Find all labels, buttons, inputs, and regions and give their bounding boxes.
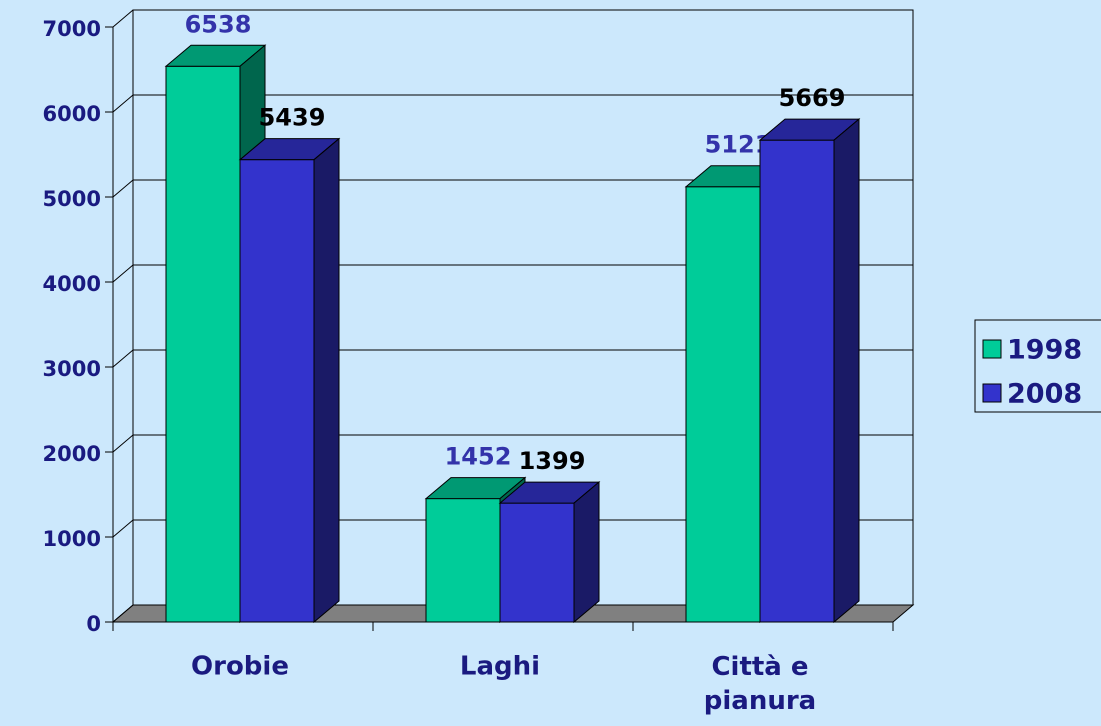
- y-tick-label: 3000: [43, 357, 101, 381]
- bar-front: [425, 498, 501, 623]
- grid-line: [112, 349, 913, 368]
- grid-line: [112, 9, 913, 28]
- grid-line: [112, 519, 913, 538]
- bar-side: [833, 118, 860, 624]
- bar-front: [685, 186, 761, 623]
- value-label: 1399: [519, 447, 586, 475]
- x-tick-label: Orobie: [191, 652, 289, 682]
- bar-front: [499, 502, 575, 623]
- legend-swatch: [982, 383, 1002, 403]
- x-tick-label: Laghi: [460, 652, 540, 682]
- x-tick-label: Città e pianura: [704, 652, 816, 716]
- value-label: 5439: [259, 104, 326, 132]
- legend-label: 2008: [1007, 379, 1082, 410]
- x-tick-label-line: Città e: [711, 652, 808, 682]
- y-tick-label: 2000: [43, 442, 101, 466]
- x-tick-label-line: pianura: [704, 686, 816, 716]
- y-tick-label: 0: [86, 612, 101, 636]
- bar: [238, 137, 341, 624]
- y-tick-label: 5000: [43, 187, 101, 211]
- bar-front: [239, 159, 315, 623]
- grid-line: [112, 434, 913, 453]
- y-tick-label: 4000: [43, 272, 101, 296]
- grid-line: [112, 179, 913, 198]
- y-tick-label: 1000: [43, 527, 101, 551]
- grid-line: [112, 264, 913, 283]
- legend-swatch: [982, 339, 1002, 359]
- bar: [758, 118, 861, 624]
- bar-front: [759, 139, 835, 623]
- y-tick-label: 7000: [43, 17, 101, 41]
- bar-side: [313, 137, 340, 624]
- value-label: 1452: [445, 443, 512, 471]
- value-label: 5669: [779, 84, 846, 112]
- grid-line: [112, 94, 913, 113]
- value-label: 6538: [185, 10, 252, 38]
- bar-front: [165, 65, 241, 623]
- y-tick-label: 6000: [43, 102, 101, 126]
- bar: [498, 481, 601, 624]
- grid-line: [112, 604, 913, 623]
- bar-side: [573, 481, 600, 624]
- legend-label: 1998: [1007, 335, 1082, 366]
